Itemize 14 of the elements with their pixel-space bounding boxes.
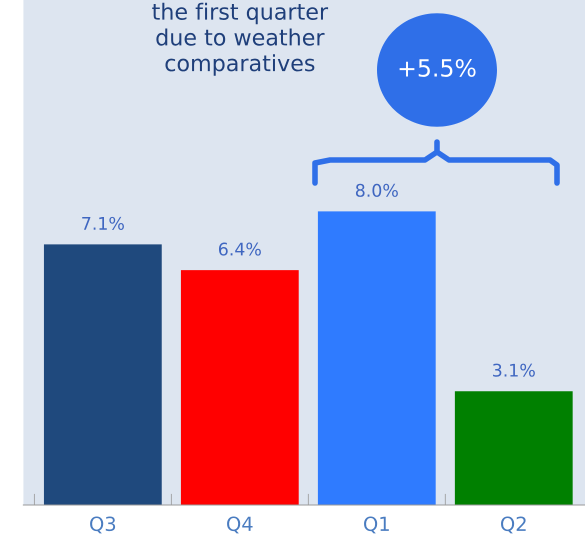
bar <box>44 244 162 505</box>
text: +5.5% <box>400 58 476 77</box>
data-label: 7.1% <box>82 216 124 230</box>
x-tick-label: Q1 <box>364 516 389 534</box>
data-label: 3.1% <box>493 364 535 377</box>
x-tick-label: Q3 <box>90 516 116 534</box>
x-tick-label: Q2 <box>501 516 526 534</box>
bar <box>454 391 573 505</box>
data-label: 6.4% <box>218 242 261 256</box>
x-tick-label: Q4 <box>227 516 253 534</box>
bar <box>318 211 436 505</box>
data-label: 8.0% <box>356 184 398 197</box>
bar <box>180 270 299 505</box>
text: the first quarter due to weather comparatives <box>152 2 328 76</box>
